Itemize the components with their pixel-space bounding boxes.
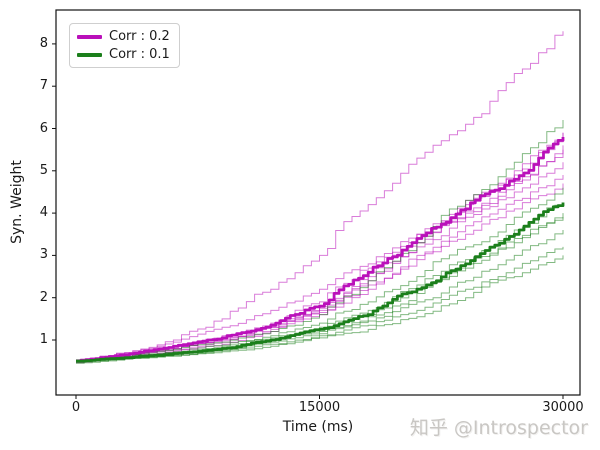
plot-lines (76, 31, 565, 364)
legend-label-corr-01: Corr : 0.1 (109, 47, 170, 62)
corr0.1-trial-2-line (76, 187, 564, 363)
y-tick-label-7: 7 (39, 78, 48, 94)
legend: Corr : 0.2 Corr : 0.1 (69, 23, 180, 68)
axes-box (55, 9, 581, 396)
y-tick-label-1: 1 (39, 332, 48, 347)
y-tick-label-5: 5 (39, 162, 48, 178)
y-tick-label-4: 4 (39, 205, 48, 221)
corr0.2-mean-line (76, 137, 565, 363)
legend-item-corr-02: Corr : 0.2 (77, 29, 170, 44)
x-tick-label-0: 0 (71, 400, 81, 415)
y-tick-label-3: 3 (39, 247, 48, 263)
watermark: 知乎 @Introspector (409, 417, 588, 439)
y-axis-label: Syn. Weight (9, 160, 25, 244)
legend-item-corr-01: Corr : 0.1 (77, 47, 170, 62)
corr0.1-mean-line (76, 202, 565, 363)
legend-swatch-magenta (77, 34, 102, 39)
legend-label-corr-02: Corr : 0.2 (109, 29, 170, 44)
legend-swatch-green (77, 52, 102, 57)
corr0.2-trial-1-line (76, 31, 564, 362)
y-tick-label-2: 2 (39, 289, 48, 305)
y-tick-label-6: 6 (39, 120, 48, 136)
y-tick-label-8: 8 (39, 35, 48, 51)
corr0.1-trial-8-line (76, 255, 564, 364)
tick-marks (52, 43, 564, 399)
x-tick-label-15000: 15000 (298, 400, 341, 415)
x-axis-label: Time (ms) (282, 419, 354, 435)
x-tick-label-30000: 30000 (542, 400, 584, 415)
